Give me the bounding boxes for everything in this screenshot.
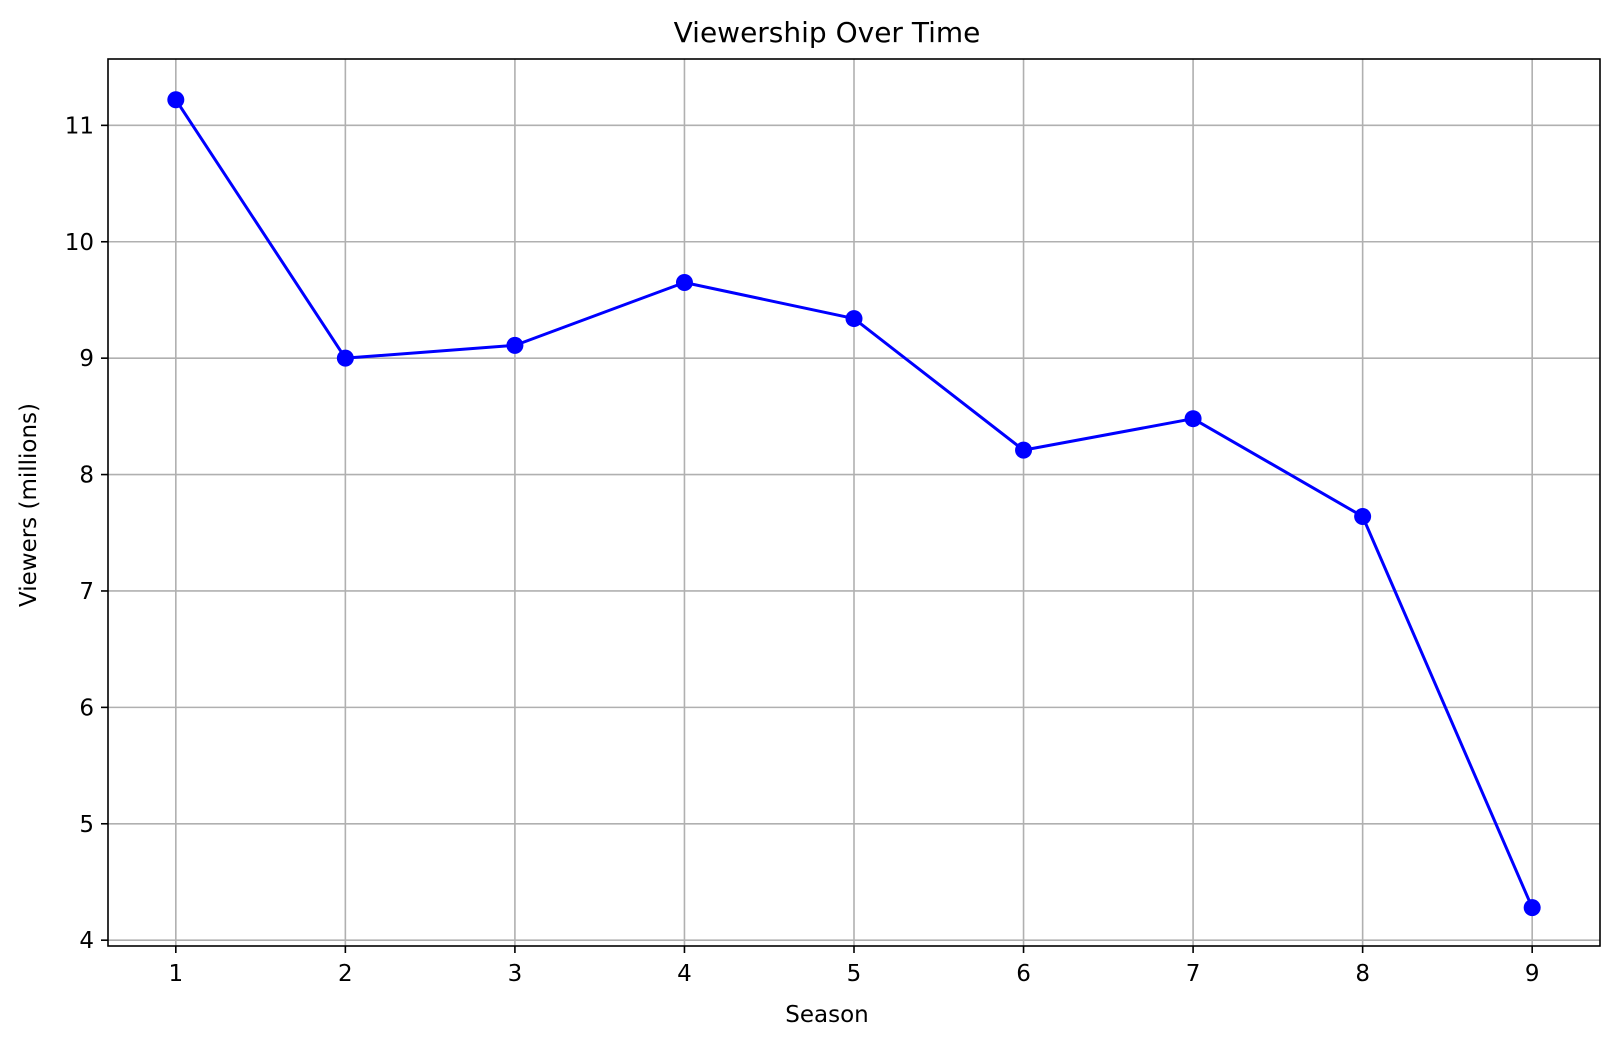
x-tick-label: 1 bbox=[168, 961, 183, 987]
y-tick-label: 9 bbox=[79, 346, 94, 372]
data-point bbox=[1015, 441, 1033, 459]
y-tick-label: 4 bbox=[79, 928, 94, 954]
y-tick-label: 7 bbox=[79, 579, 94, 605]
grid-lines bbox=[108, 59, 1600, 946]
y-tick-label: 8 bbox=[79, 463, 94, 489]
data-point bbox=[1523, 899, 1541, 917]
y-tick-label: 6 bbox=[79, 695, 94, 721]
x-tick-label: 5 bbox=[847, 961, 862, 987]
x-tick-label: 4 bbox=[677, 961, 692, 987]
data-point bbox=[167, 91, 185, 109]
data-point bbox=[506, 336, 524, 354]
x-tick-label: 9 bbox=[1525, 961, 1540, 987]
y-tick-label: 10 bbox=[65, 230, 94, 256]
x-tick-label: 2 bbox=[338, 961, 353, 987]
data-point bbox=[1184, 410, 1202, 428]
y-tick-label: 5 bbox=[79, 812, 94, 838]
y-axis-label: Viewers (millions) bbox=[16, 403, 42, 607]
y-tick-label: 11 bbox=[65, 113, 94, 139]
x-axis-label: Season bbox=[785, 1002, 868, 1028]
series-layer bbox=[167, 91, 1541, 917]
data-point bbox=[1354, 507, 1372, 525]
tick-layer: 1 2 3 4 5 6 7 8 9 4 5 6 7 8 9 10 11 bbox=[65, 113, 1540, 987]
x-tick-label: 6 bbox=[1016, 961, 1031, 987]
data-point bbox=[336, 349, 354, 367]
data-point bbox=[845, 310, 863, 328]
data-point bbox=[675, 273, 693, 291]
x-tick-label: 3 bbox=[508, 961, 523, 987]
x-tick-label: 8 bbox=[1355, 961, 1370, 987]
x-tick-label: 7 bbox=[1186, 961, 1201, 987]
chart-title: Viewership Over Time bbox=[674, 16, 981, 49]
